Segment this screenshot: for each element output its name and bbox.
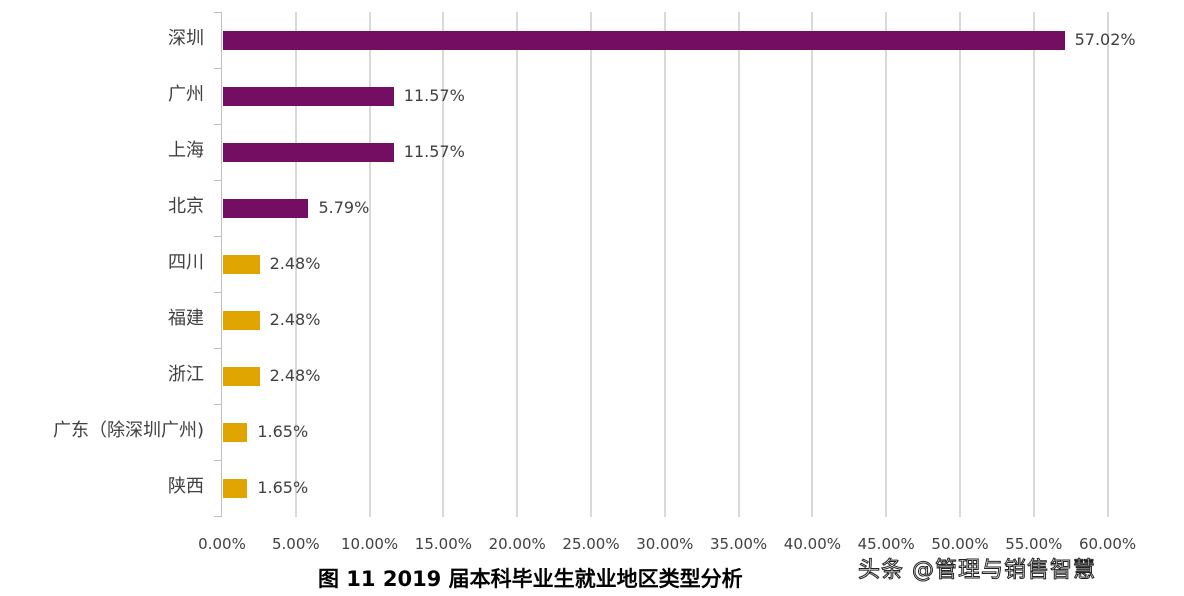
- x-tick-label: 60.00%: [1078, 535, 1137, 553]
- bar: [223, 87, 394, 106]
- gridline: [516, 12, 519, 517]
- bar: [223, 31, 1065, 50]
- value-label: 1.65%: [257, 422, 309, 441]
- y-tick: [214, 124, 222, 125]
- category-label: 北京: [168, 196, 204, 217]
- x-tick-label: 40.00%: [783, 535, 841, 553]
- gridline: [590, 12, 592, 517]
- gridline: [663, 12, 666, 517]
- gridline: [1032, 12, 1035, 517]
- bar: [223, 143, 394, 162]
- value-label: 57.02%: [1074, 30, 1136, 49]
- watermark: 头条 @管理与销售智慧: [858, 558, 1096, 584]
- y-tick: [214, 12, 222, 13]
- gridline: [737, 12, 740, 517]
- value-label: 5.79%: [318, 198, 370, 217]
- y-axis-line: [221, 12, 222, 517]
- y-tick: [214, 404, 222, 405]
- value-label: 1.65%: [257, 478, 309, 497]
- category-label: 广州: [168, 84, 204, 105]
- bar: [223, 255, 260, 274]
- chart-title: 图 11 2019 届本科毕业生就业地区类型分析: [318, 567, 743, 591]
- bar: [223, 311, 260, 330]
- bar: [223, 423, 248, 442]
- y-tick: [214, 292, 222, 293]
- gridline: [811, 12, 814, 517]
- gridline: [885, 12, 888, 517]
- bar: [223, 367, 260, 386]
- value-label: 2.48%: [269, 310, 321, 329]
- y-tick: [214, 68, 222, 69]
- bar: [223, 199, 309, 218]
- value-label: 2.48%: [269, 366, 321, 385]
- x-tick-label: 20.00%: [488, 535, 546, 553]
- gridline: [1106, 12, 1109, 517]
- x-tick-label: 35.00%: [709, 535, 768, 553]
- gridline: [368, 12, 371, 517]
- category-label: 深圳: [168, 28, 204, 49]
- x-tick-label: 25.00%: [562, 535, 620, 553]
- y-tick: [214, 516, 222, 517]
- value-label: 11.57%: [403, 86, 465, 105]
- y-tick: [214, 348, 222, 349]
- x-tick-label: 45.00%: [857, 535, 915, 553]
- gridline: [959, 12, 961, 517]
- x-tick-label: 10.00%: [340, 535, 399, 553]
- x-tick-label: 30.00%: [636, 535, 694, 553]
- gridline: [294, 12, 297, 517]
- category-label: 浙江: [168, 364, 204, 385]
- x-tick-label: 5.00%: [271, 535, 320, 553]
- category-label: 四川: [168, 252, 204, 273]
- y-tick: [214, 180, 222, 181]
- category-label: 陕西: [168, 476, 204, 497]
- y-tick: [214, 460, 222, 461]
- value-label: 11.57%: [403, 142, 465, 161]
- value-label: 2.48%: [269, 254, 321, 273]
- category-label: 上海: [168, 140, 204, 161]
- x-tick-label: 15.00%: [414, 535, 472, 553]
- category-label: 福建: [168, 308, 204, 329]
- bar: [223, 479, 248, 498]
- y-tick: [214, 236, 222, 237]
- gridline: [442, 12, 445, 517]
- category-label: 广东（除深圳广州): [52, 420, 204, 441]
- x-tick-label: 55.00%: [1005, 535, 1063, 553]
- x-tick-label: 50.00%: [931, 535, 989, 553]
- x-tick-label: 0.00%: [198, 535, 246, 553]
